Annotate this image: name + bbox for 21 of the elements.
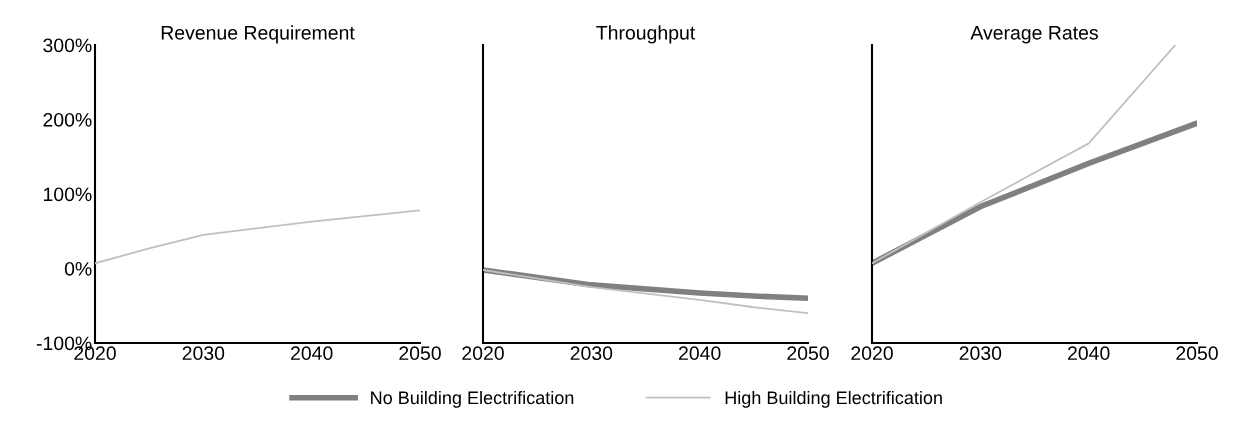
x-tick-label: 2050 bbox=[1176, 346, 1218, 361]
x-tick-label: 2030 bbox=[570, 346, 613, 361]
x-tick-label: 2040 bbox=[679, 346, 721, 361]
x-tick-label: 2040 bbox=[1068, 346, 1110, 361]
x-tick-label: 2040 bbox=[291, 346, 333, 361]
y-tick-label: 100% bbox=[43, 187, 92, 202]
line-series bbox=[95, 209, 420, 265]
legend-label: No Building Electrification bbox=[371, 390, 574, 408]
x-tick-label: 2050 bbox=[787, 346, 829, 361]
x-tick-label: 2020 bbox=[851, 346, 893, 361]
y-tick-label: 200% bbox=[43, 112, 92, 127]
chart-title: Revenue Requirement bbox=[161, 25, 355, 44]
x-tick-label: 2030 bbox=[182, 346, 225, 361]
chart-title: Average Rates bbox=[970, 26, 1098, 44]
x-tick-label: 2050 bbox=[399, 346, 441, 361]
y-tick-label: 300% bbox=[43, 38, 92, 53]
x-tick-label: 2030 bbox=[959, 346, 1002, 361]
chart-title: Throughput bbox=[596, 25, 696, 44]
legend-label: High Building Electrification bbox=[725, 390, 942, 408]
x-tick-label: 2020 bbox=[462, 346, 504, 361]
y-tick-label: 0% bbox=[64, 261, 92, 276]
